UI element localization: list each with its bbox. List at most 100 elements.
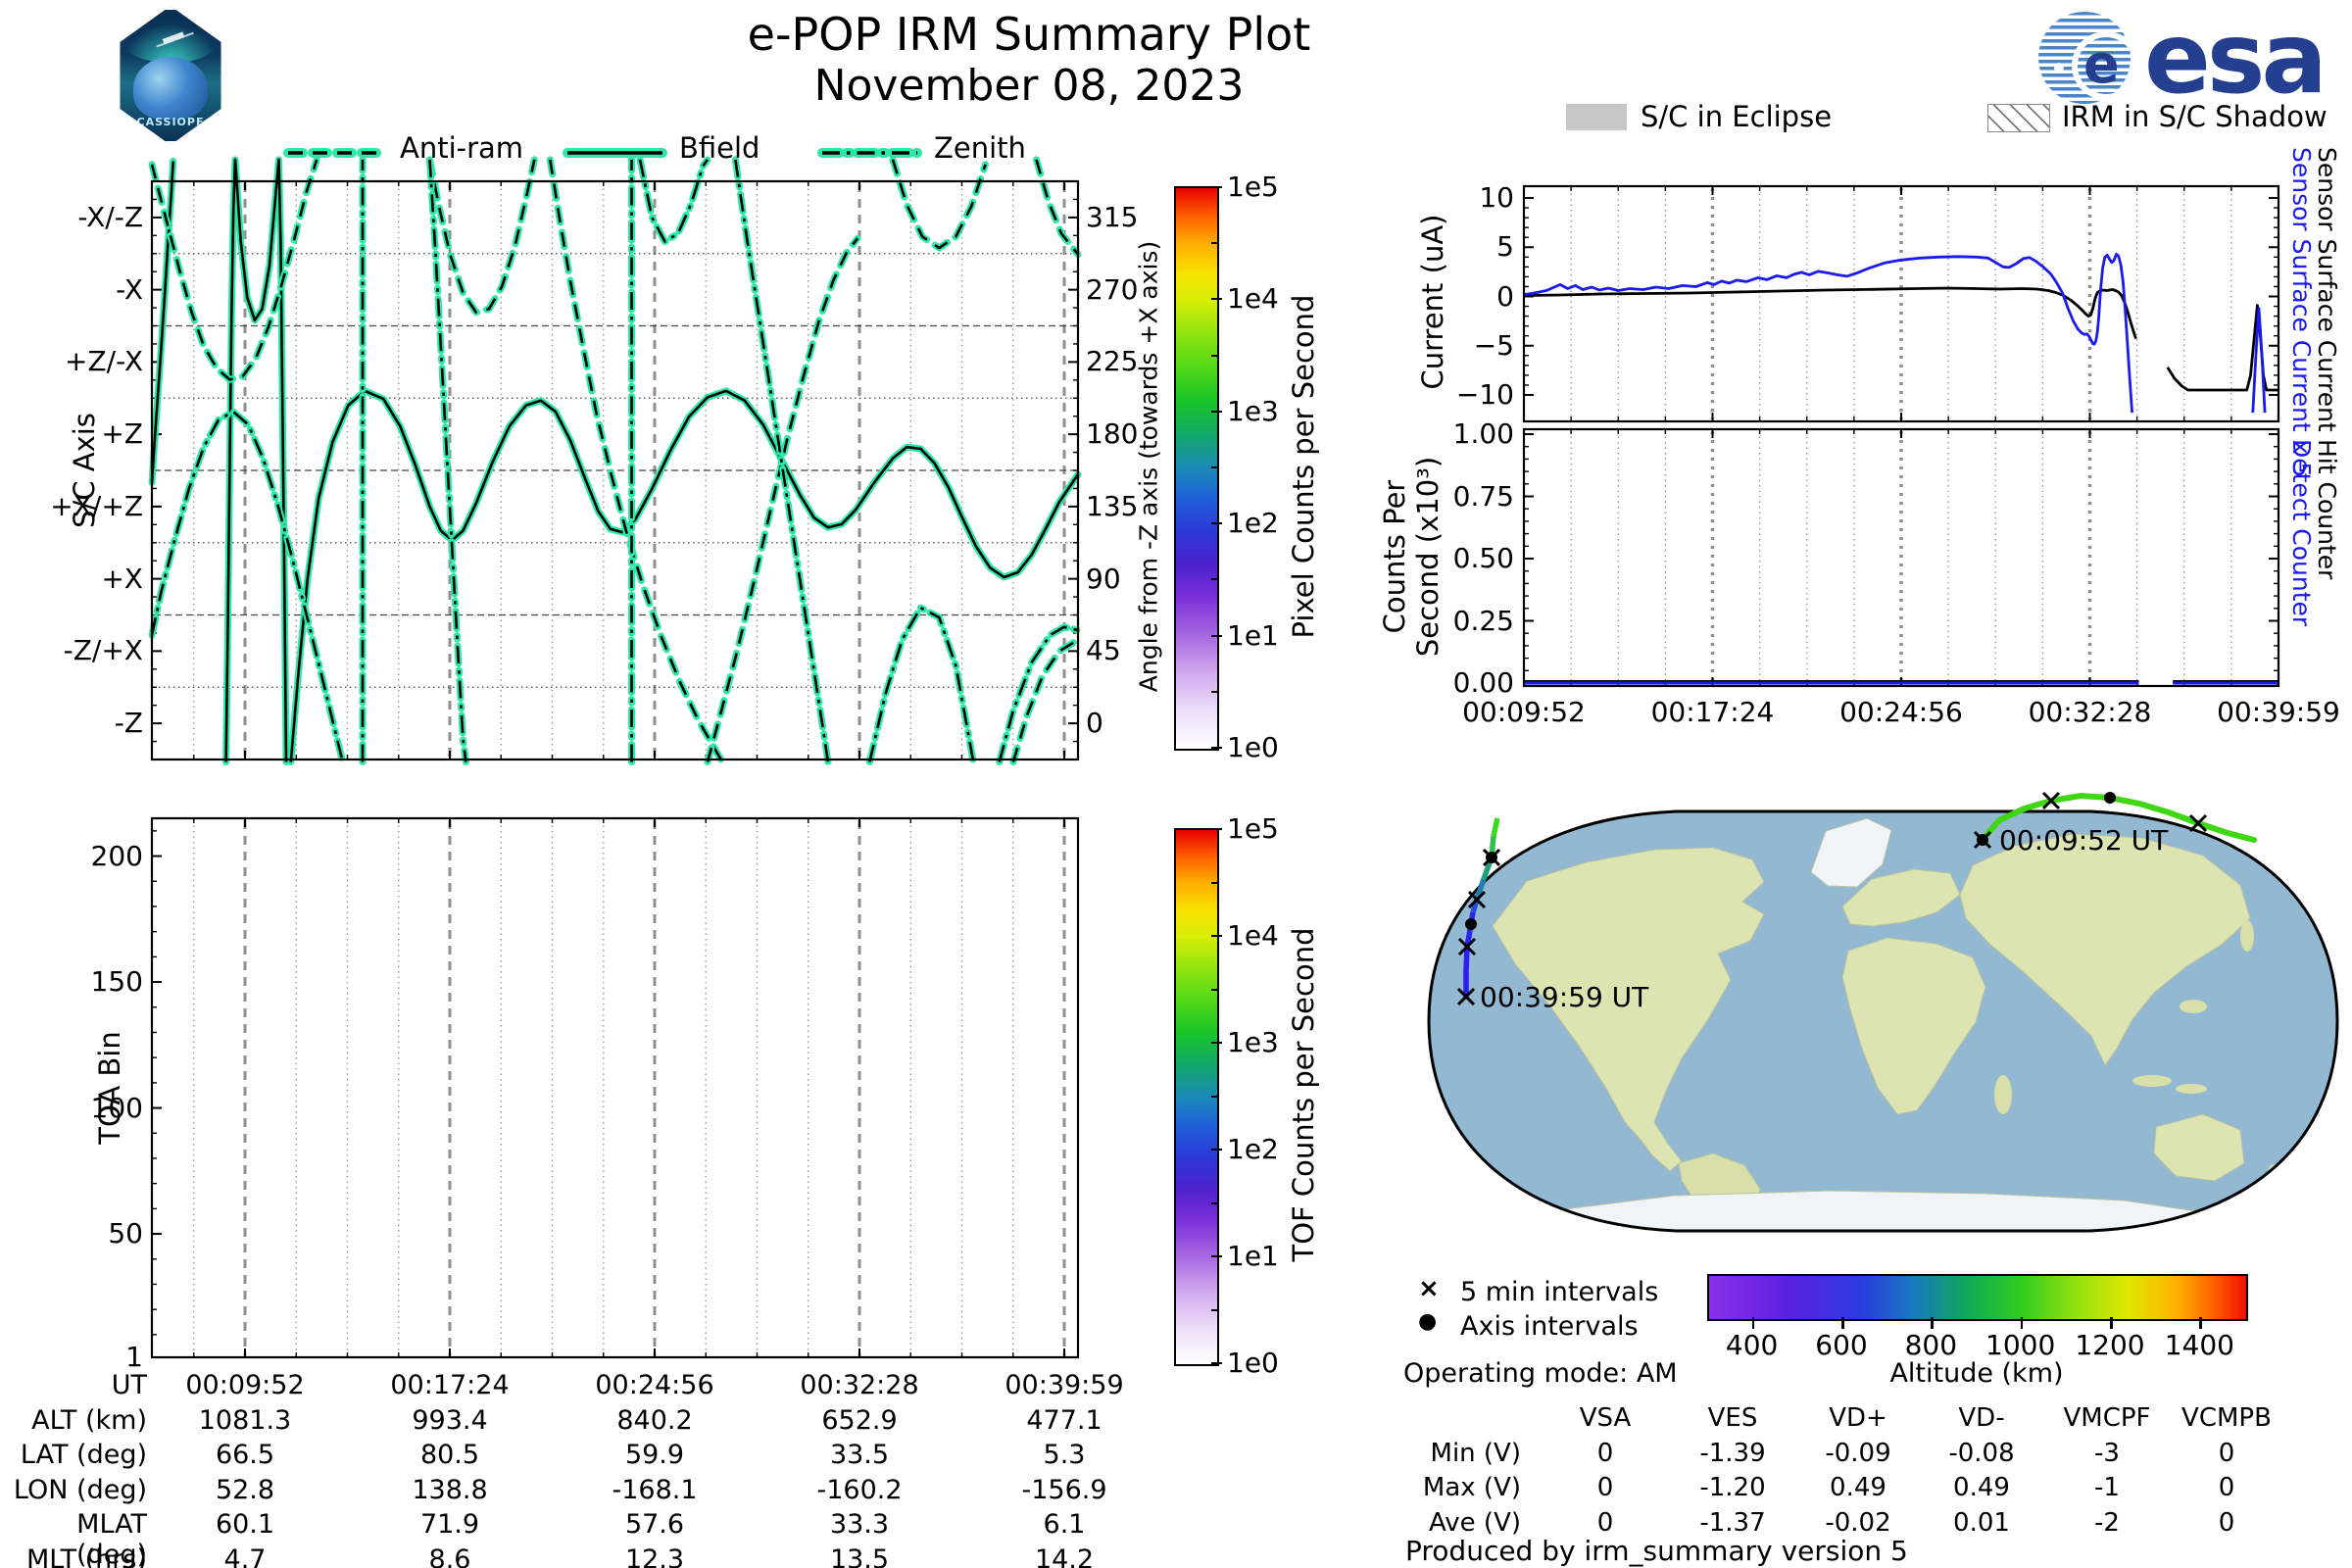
track-start-label: 00:09:52 UT	[1999, 824, 2169, 857]
time-xtick: 00:17:24	[1650, 696, 1775, 728]
sc-axis-legend-label: Anti-ram	[400, 131, 524, 165]
sc-axis-right-tick: 90	[1086, 562, 1121, 595]
tof-cb-tick-tick	[1211, 1095, 1218, 1098]
tof-cb-tick: 1e2	[1227, 1133, 1279, 1165]
ephem-cell: 5.3	[1043, 1440, 1086, 1470]
tof-cb-tick-tick	[1211, 1308, 1218, 1311]
counts-ytick: 0.75	[1452, 479, 1514, 513]
tof-colorbar-label: TOF Counts per Second	[1287, 927, 1320, 1262]
voltage-cell: 0	[2218, 1473, 2235, 1502]
voltage-cell: -1	[2094, 1473, 2120, 1502]
sc-axis-ytick: -X	[116, 272, 143, 306]
pixel-cb-tick-tick	[1211, 354, 1218, 357]
pixel-cb-tick: 1e4	[1227, 282, 1279, 316]
toa-ytick: 1	[125, 1341, 143, 1373]
sc-axis-right-tick: 315	[1086, 200, 1139, 233]
current-plot	[1522, 184, 2280, 423]
ephem-row-label: MLAT (deg)	[76, 1509, 147, 1568]
altitude-tick	[1751, 1317, 1755, 1329]
time-xtick: 00:39:59	[2217, 696, 2340, 728]
esa-globe-icon: e	[2038, 12, 2131, 104]
voltage-cell: -1.20	[1699, 1473, 1766, 1502]
ephem-cell: -168.1	[612, 1474, 698, 1505]
ephem-cell: 71.9	[419, 1509, 480, 1540]
ephem-cell: 00:24:56	[595, 1370, 714, 1400]
ephem-cell: 33.3	[829, 1509, 890, 1540]
voltage-cell: 0	[1596, 1473, 1614, 1502]
altitude-tick-label: 1200	[2075, 1329, 2145, 1361]
five-min-marker-icon: ×	[1418, 1274, 1440, 1303]
ephem-cell: 57.6	[624, 1509, 685, 1540]
counts-ytick: 1.00	[1452, 417, 1514, 450]
axis-marker-label: Axis intervals	[1460, 1311, 1639, 1342]
toa-ytick: 50	[108, 1217, 143, 1250]
esa-logo-text: esa	[2144, 1, 2328, 116]
counts-right-label-blue: Detect Counter	[2287, 439, 2316, 627]
ground-track-map: 00:09:52 UT 00:39:59 UT	[1427, 791, 2339, 1233]
ephem-row-label: LON (deg)	[13, 1474, 147, 1505]
eclipse-legend-label: S/C in Eclipse	[1641, 100, 1833, 133]
track-end-label: 00:39:59 UT	[1480, 981, 1649, 1013]
toa-bin-plot	[150, 816, 1080, 1359]
sc-axis-right-label: Angle from -Z axis (towards +X axis)	[1134, 240, 1163, 693]
tof-cb-tick: 1e5	[1227, 812, 1279, 845]
ephem-cell: 12.3	[624, 1544, 685, 1568]
shadow-legend-label: IRM in S/C Shadow	[2062, 100, 2328, 133]
ephem-cell: 840.2	[616, 1404, 693, 1436]
ephem-cell: 4.7	[223, 1544, 267, 1568]
shadow-legend-swatch	[1987, 104, 2050, 132]
voltage-col-header: VES	[1707, 1403, 1758, 1433]
ephem-cell: 00:32:28	[800, 1370, 919, 1400]
tof-cb-tick-tick	[1211, 1201, 1218, 1204]
toa-ytick: 100	[90, 1091, 143, 1124]
sc-axis-ytick: -Z/+X	[63, 634, 143, 667]
altitude-tick	[2199, 1317, 2202, 1329]
sc-axis-ytick: +Z/-X	[65, 345, 143, 378]
sc-axis-ytick: +X/+Z	[50, 489, 143, 522]
pixel-cb-tick-tick	[1211, 747, 1222, 749]
tof-cb-tick-tick	[1211, 988, 1218, 991]
altitude-tick-label: 1000	[1985, 1329, 2056, 1361]
ephem-cell: 66.5	[215, 1440, 275, 1470]
ephem-cell: 14.2	[1034, 1544, 1095, 1568]
ephem-cell: 477.1	[1026, 1404, 1102, 1436]
time-xtick: 00:32:28	[2028, 696, 2152, 728]
voltage-col-header: VMCPF	[2063, 1403, 2151, 1433]
tof-cb-tick-tick	[1211, 1255, 1222, 1257]
sc-axis-right-tick: 270	[1086, 272, 1139, 306]
voltage-cell: -3	[2094, 1438, 2120, 1468]
pixel-cb-tick-tick	[1211, 578, 1218, 581]
altitude-tick-label: 1400	[2164, 1329, 2234, 1361]
five-min-marker-label: 5 min intervals	[1460, 1277, 1659, 1307]
cassiope-mission-patch: CASSIOPE	[120, 6, 221, 145]
ephem-cell: 13.5	[829, 1544, 890, 1568]
eclipse-legend-swatch	[1566, 104, 1627, 130]
tof-cb-tick-tick	[1211, 828, 1222, 830]
pixel-cb-tick: 1e2	[1227, 507, 1279, 540]
voltage-cell: -0.09	[1825, 1438, 1891, 1468]
pixel-cb-tick-tick	[1211, 242, 1218, 245]
current-ytick: −10	[1455, 378, 1514, 411]
pixel-colorbar-label: Pixel Counts per Second	[1287, 294, 1320, 639]
current-ytick: 10	[1479, 181, 1514, 214]
pixel-cb-tick-tick	[1211, 298, 1222, 301]
current-ytick: 5	[1496, 230, 1514, 264]
toa-ytick: 200	[90, 839, 143, 872]
ephem-cell: -156.9	[1021, 1474, 1107, 1505]
altitude-tick-label: 800	[1904, 1329, 1958, 1361]
time-xtick: 00:09:52	[1462, 696, 1586, 728]
current-ytick: 0	[1496, 279, 1514, 313]
pixel-cb-tick-tick	[1211, 634, 1222, 637]
counts-ytick: 0.50	[1452, 542, 1514, 574]
voltage-col-header: VSA	[1579, 1403, 1632, 1433]
voltage-cell: 0	[1596, 1438, 1614, 1468]
sc-axis-right-tick: 180	[1086, 417, 1139, 451]
counts-right-label-black: Hit Counter	[2313, 439, 2341, 580]
toa-ytick: 150	[90, 965, 143, 999]
altitude-tick	[1931, 1317, 1934, 1329]
tof-cb-tick-tick	[1211, 1149, 1222, 1151]
tof-cb-tick: 1e0	[1227, 1347, 1279, 1379]
ephem-row-label: MLT (hrs)	[25, 1544, 147, 1568]
sc-axis-ytick: -X/-Z	[77, 200, 143, 233]
voltage-cell: 0.49	[1953, 1473, 2010, 1502]
